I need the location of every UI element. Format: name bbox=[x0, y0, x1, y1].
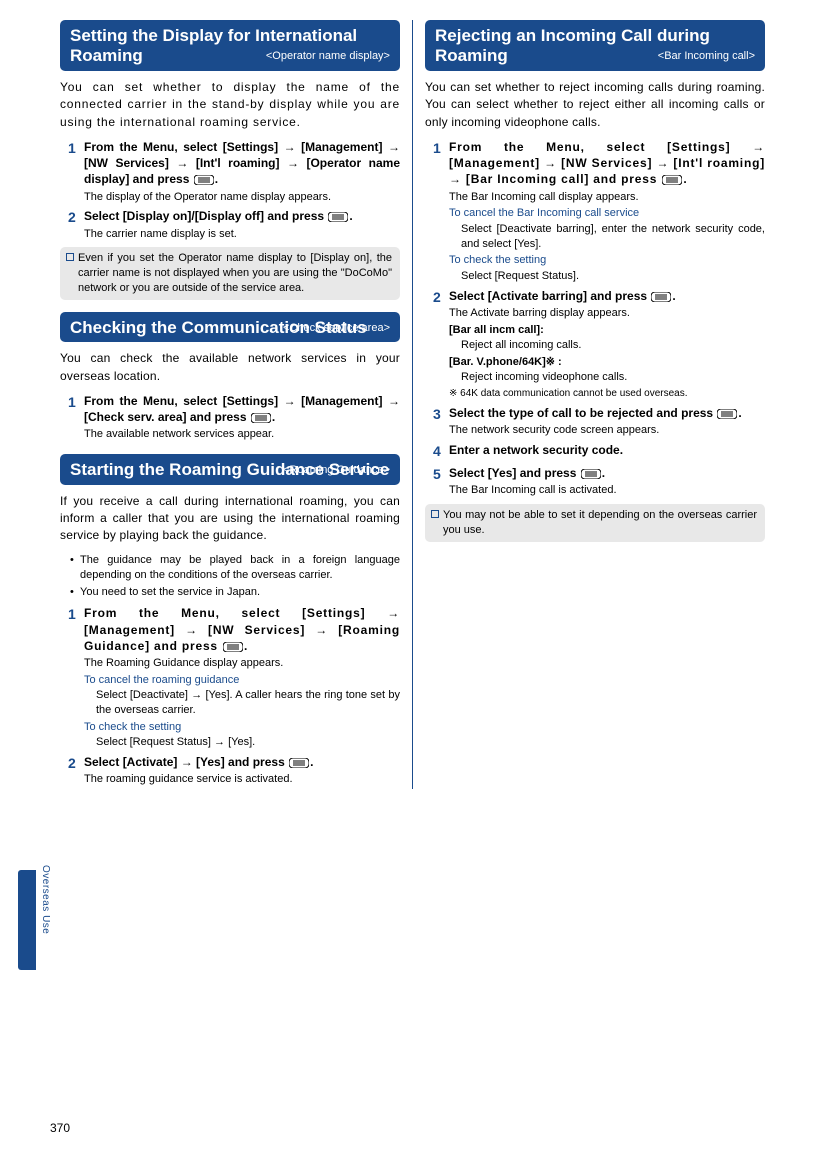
side-label: Overseas Use bbox=[38, 865, 52, 934]
reference-note: ※ 64K data communication cannot be used … bbox=[449, 387, 765, 401]
step: 1 From the Menu, select [Settings] → [Ma… bbox=[433, 139, 765, 284]
ok-button-icon bbox=[251, 413, 271, 423]
step-title: Select [Yes] and press . bbox=[449, 465, 765, 481]
step-title: Select [Activate barring] and press . bbox=[449, 288, 765, 304]
sub-heading: To cancel the roaming guidance bbox=[84, 673, 400, 688]
step-number: 1 bbox=[433, 139, 449, 284]
step-desc: The roaming guidance service is activate… bbox=[84, 772, 400, 787]
step: 2 Select [Activate barring] and press . … bbox=[433, 288, 765, 401]
section-tag: <Roaming Guidance> bbox=[283, 463, 390, 478]
sub-heading: To check the setting bbox=[449, 253, 765, 268]
step-desc: The carrier name display is set. bbox=[84, 227, 400, 242]
step-desc: The Roaming Guidance display appears. bbox=[84, 656, 400, 671]
step-number: 2 bbox=[68, 754, 84, 787]
note-box: You may not be able to set it depending … bbox=[425, 504, 765, 542]
step-number: 3 bbox=[433, 405, 449, 438]
section-header-operator-display: Setting the Display for International Ro… bbox=[60, 20, 400, 71]
step: 1 From the Menu, select [Settings] → [Ma… bbox=[68, 605, 400, 750]
step-desc: The available network services appear. bbox=[84, 427, 400, 442]
intro-text: You can set whether to reject incoming c… bbox=[425, 79, 765, 131]
step-desc: The network security code screen appears… bbox=[449, 423, 765, 438]
ok-button-icon bbox=[662, 175, 682, 185]
step-desc: The Bar Incoming call is activated. bbox=[449, 483, 765, 498]
step-number: 2 bbox=[433, 288, 449, 401]
step-title: From the Menu, select [Settings] → [Mana… bbox=[84, 139, 400, 188]
step-number: 2 bbox=[68, 208, 84, 241]
step: 1 From the Menu, select [Settings] → [Ma… bbox=[68, 393, 400, 442]
section-tag: <Operator name display> bbox=[266, 49, 390, 64]
side-tab bbox=[18, 870, 36, 970]
ok-button-icon bbox=[194, 175, 214, 185]
sub-heading: To cancel the Bar Incoming call service bbox=[449, 206, 765, 221]
section-header-check-status: Checking the Communication Status <Check… bbox=[60, 312, 400, 342]
intro-text: You can check the available network serv… bbox=[60, 350, 400, 385]
step: 3 Select the type of call to be rejected… bbox=[433, 405, 765, 438]
ok-button-icon bbox=[717, 409, 737, 419]
step: 2 Select [Display on]/[Display off] and … bbox=[68, 208, 400, 241]
step-title: From the Menu, select [Settings] → [Mana… bbox=[449, 139, 765, 188]
option-label: [Bar all incm call]: bbox=[449, 323, 765, 338]
intro-text: If you receive a call during internation… bbox=[60, 493, 400, 545]
step-desc: The Activate barring display appears. bbox=[449, 306, 765, 321]
note-box: Even if you set the Operator name displa… bbox=[60, 247, 400, 300]
ok-button-icon bbox=[223, 642, 243, 652]
bullet-list: The guidance may be played back in a for… bbox=[70, 553, 400, 600]
step: 5 Select [Yes] and press . The Bar Incom… bbox=[433, 465, 765, 498]
ok-button-icon bbox=[581, 469, 601, 479]
step-title: Select the type of call to be rejected a… bbox=[449, 405, 765, 421]
step: 2 Select [Activate] → [Yes] and press . … bbox=[68, 754, 400, 787]
step-title: Select [Activate] → [Yes] and press . bbox=[84, 754, 400, 770]
sub-text: Select [Deactivate barring], enter the n… bbox=[461, 222, 765, 252]
option-text: Reject all incoming calls. bbox=[461, 338, 765, 353]
sub-heading: To check the setting bbox=[84, 720, 400, 735]
right-column: Rejecting an Incoming Call during Roamin… bbox=[415, 20, 775, 789]
step-title: From the Menu, select [Settings] → [Mana… bbox=[84, 393, 400, 425]
bullet-item: You need to set the service in Japan. bbox=[70, 585, 400, 600]
ok-button-icon bbox=[289, 758, 309, 768]
page-number: 370 bbox=[50, 1120, 70, 1137]
step-number: 4 bbox=[433, 442, 449, 462]
section-header-roaming-guidance: Starting the Roaming Guidance Service <R… bbox=[60, 454, 400, 484]
step-title: From the Menu, select [Settings] → [Mana… bbox=[84, 605, 400, 654]
step-number: 1 bbox=[68, 605, 84, 750]
section-header-reject-call: Rejecting an Incoming Call during Roamin… bbox=[425, 20, 765, 71]
section-tag: <Bar Incoming call> bbox=[658, 49, 755, 64]
sub-text: Select [Request Status]. bbox=[461, 269, 765, 284]
step-desc: The Bar Incoming call display appears. bbox=[449, 190, 765, 205]
step: 4 Enter a network security code. bbox=[433, 442, 765, 462]
step-number: 5 bbox=[433, 465, 449, 498]
section-tag: <Check service area> bbox=[283, 321, 390, 336]
step-number: 1 bbox=[68, 393, 84, 442]
bullet-item: The guidance may be played back in a for… bbox=[70, 553, 400, 583]
ok-button-icon bbox=[328, 212, 348, 222]
left-column: Setting the Display for International Ro… bbox=[50, 20, 410, 789]
option-text: Reject incoming videophone calls. bbox=[461, 370, 765, 385]
step-desc: The display of the Operator name display… bbox=[84, 190, 400, 205]
ok-button-icon bbox=[651, 292, 671, 302]
sub-text: Select [Deactivate] → [Yes]. A caller he… bbox=[96, 688, 400, 718]
step: 1 From the Menu, select [Settings] → [Ma… bbox=[68, 139, 400, 204]
step-number: 1 bbox=[68, 139, 84, 204]
sub-text: Select [Request Status] → [Yes]. bbox=[96, 735, 400, 750]
intro-text: You can set whether to display the name … bbox=[60, 79, 400, 131]
step-title: Enter a network security code. bbox=[449, 442, 765, 458]
step-title: Select [Display on]/[Display off] and pr… bbox=[84, 208, 400, 224]
option-label: [Bar. V.phone/64K]※ : bbox=[449, 355, 765, 370]
column-divider bbox=[412, 20, 413, 789]
